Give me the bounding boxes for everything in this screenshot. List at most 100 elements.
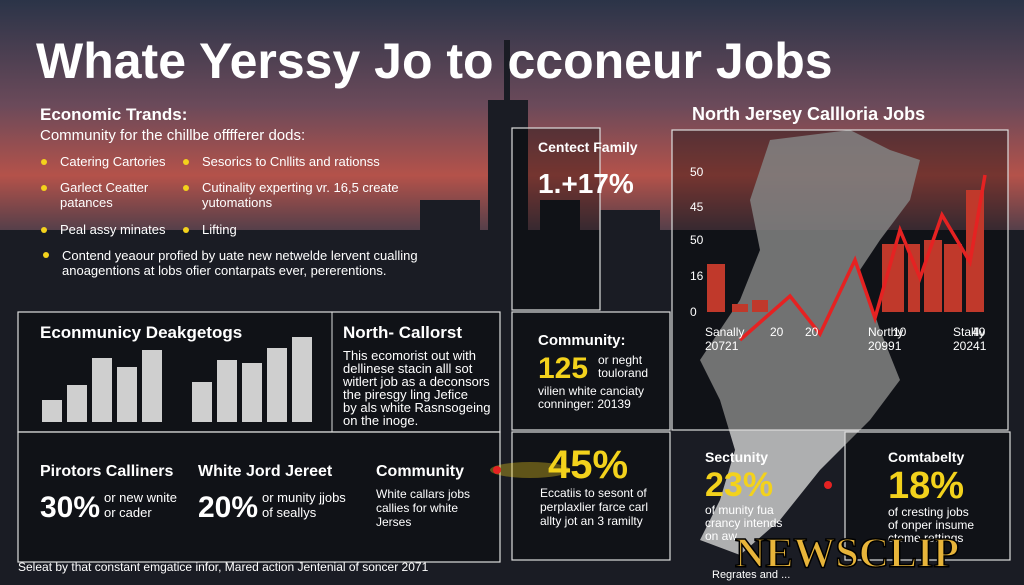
stat: 23% [705, 466, 773, 504]
line: dellinese stacin alll sot [343, 361, 473, 376]
chart-title: North Jersey Callloria Jobs [692, 104, 925, 124]
line: 20 [805, 325, 819, 339]
text: Catering Cartories [60, 154, 166, 169]
stat-title: Community [376, 463, 464, 480]
bullet-dot [183, 185, 189, 191]
line: or cader [104, 505, 152, 520]
subheading: Community for the chillbe offfferer dods… [40, 127, 305, 144]
line: Sesorics to Cnllits and rationss [202, 154, 380, 169]
line: on the inoge. [343, 413, 418, 428]
line: of cresting jobs [888, 505, 969, 519]
panel-title: Comtabelty [888, 449, 964, 465]
stat: 1.+17% [538, 168, 634, 199]
line: 20721 [705, 339, 739, 353]
text: or new wnite or cader [104, 490, 177, 520]
line: ctome rettings [888, 531, 963, 545]
text: White callars jobs callies for white Jerse… [376, 487, 470, 529]
credit: Regrates and ... [712, 569, 790, 581]
text: Stallly 20241 [953, 325, 987, 353]
bullet-dot [41, 227, 47, 233]
dot [493, 466, 501, 474]
axis-label: 50 [690, 233, 704, 247]
paragraph: vilien white canciaty conninger: 20139 [538, 384, 644, 411]
heading: Economic Trands: [40, 105, 187, 124]
panel [17, 431, 501, 563]
line: patances [60, 195, 113, 210]
line: anoagentions at lobs ofier contarpats ev… [62, 263, 387, 278]
paragraph: of munity fua crancy intends on aw [705, 503, 782, 543]
text: Sanally 20721 [705, 325, 744, 353]
stat-title: Pirotors Calliners [40, 463, 173, 480]
footer: Seleat by that constant emgatice infor, … [18, 560, 429, 574]
logo: NEWSCLIP [735, 531, 959, 577]
text: Lifting [202, 222, 237, 237]
bars [42, 337, 312, 422]
line: 20 [770, 325, 784, 339]
stat: 18% [888, 465, 964, 507]
line: of munity fua [705, 503, 774, 517]
bullet-dot [41, 159, 47, 165]
line: Sanally [705, 325, 744, 339]
text: Peal assy minates [60, 222, 166, 237]
line: crancy intends [705, 516, 782, 530]
line: This ecomorist out with [343, 348, 476, 363]
line: or munity jjobs [262, 490, 346, 505]
line: yutomations [202, 195, 273, 210]
line: Eccatiis to sesont of [540, 486, 647, 500]
title: Whate Yerssy Jo to cconeur Jobs [36, 33, 833, 89]
panel-title: Centect Family [538, 139, 638, 155]
line: 20991 [868, 339, 902, 353]
line: witlert job as a deconsors [342, 374, 490, 389]
text: 20 [770, 325, 784, 339]
line: 10 [893, 325, 907, 339]
line: Contend yeaour profied by uate new netwe… [62, 248, 418, 263]
stat: 125 [538, 352, 588, 385]
text: Sesorics to Cnllits and rationss [202, 154, 380, 169]
axis-label: 45 [690, 200, 704, 214]
axis-label: 0 [690, 305, 697, 319]
line: callies for white [376, 501, 458, 515]
line: Stallly [953, 325, 985, 339]
line: Catering Cartories [60, 154, 166, 169]
panel [511, 127, 601, 311]
panel [511, 311, 671, 431]
line: Jerses [376, 515, 411, 529]
line: on aw [705, 529, 737, 543]
stat: 20% [198, 491, 258, 524]
line: Garlect Ceatter [60, 180, 149, 195]
text: or munity jjobs of seallys [262, 490, 346, 520]
panel [511, 431, 671, 561]
line: of seallys [262, 505, 317, 520]
line: or new wnite [104, 490, 177, 505]
line: by als white Rasnsogeing [343, 400, 490, 415]
stat-note: or neght toulorand [598, 353, 648, 380]
line: 20241 [953, 339, 987, 353]
line: or neght [598, 353, 643, 367]
glow [490, 462, 570, 478]
paragraph: of cresting jobs of onper insume ctome ret… [888, 505, 974, 545]
panel-title: Sectunity [705, 449, 768, 465]
line: the piresgy ling Jefice [343, 387, 468, 402]
bullet-dot [183, 227, 189, 233]
panel-title: Community: [538, 332, 626, 349]
stat: 45% [548, 443, 628, 487]
panel-title: North- Callorst [343, 323, 462, 342]
stat-title: White Jord Jereet [198, 463, 333, 480]
line: Cutinality experting vr. 16,5 create [202, 180, 399, 195]
line: perplaxlier farce carl [540, 500, 648, 514]
line: White callars jobs [376, 487, 470, 501]
trend-line [738, 174, 987, 342]
line: allty jot an 3 ramilty [540, 514, 643, 528]
line: Northy [868, 325, 903, 339]
line: toulorand [598, 366, 648, 380]
line: of onper insume [888, 518, 974, 532]
line: conninger: 20139 [538, 397, 631, 411]
paragraph: This ecomorist out with dellinese stacin … [342, 348, 490, 428]
panel-title: Econmunicy Deakgetogs [40, 323, 242, 342]
line: vilien white canciaty [538, 384, 644, 398]
axis-label: 50 [690, 165, 704, 179]
line: 40 [972, 325, 986, 339]
bullet-dot [41, 185, 47, 191]
axis-label: 16 [690, 269, 704, 283]
